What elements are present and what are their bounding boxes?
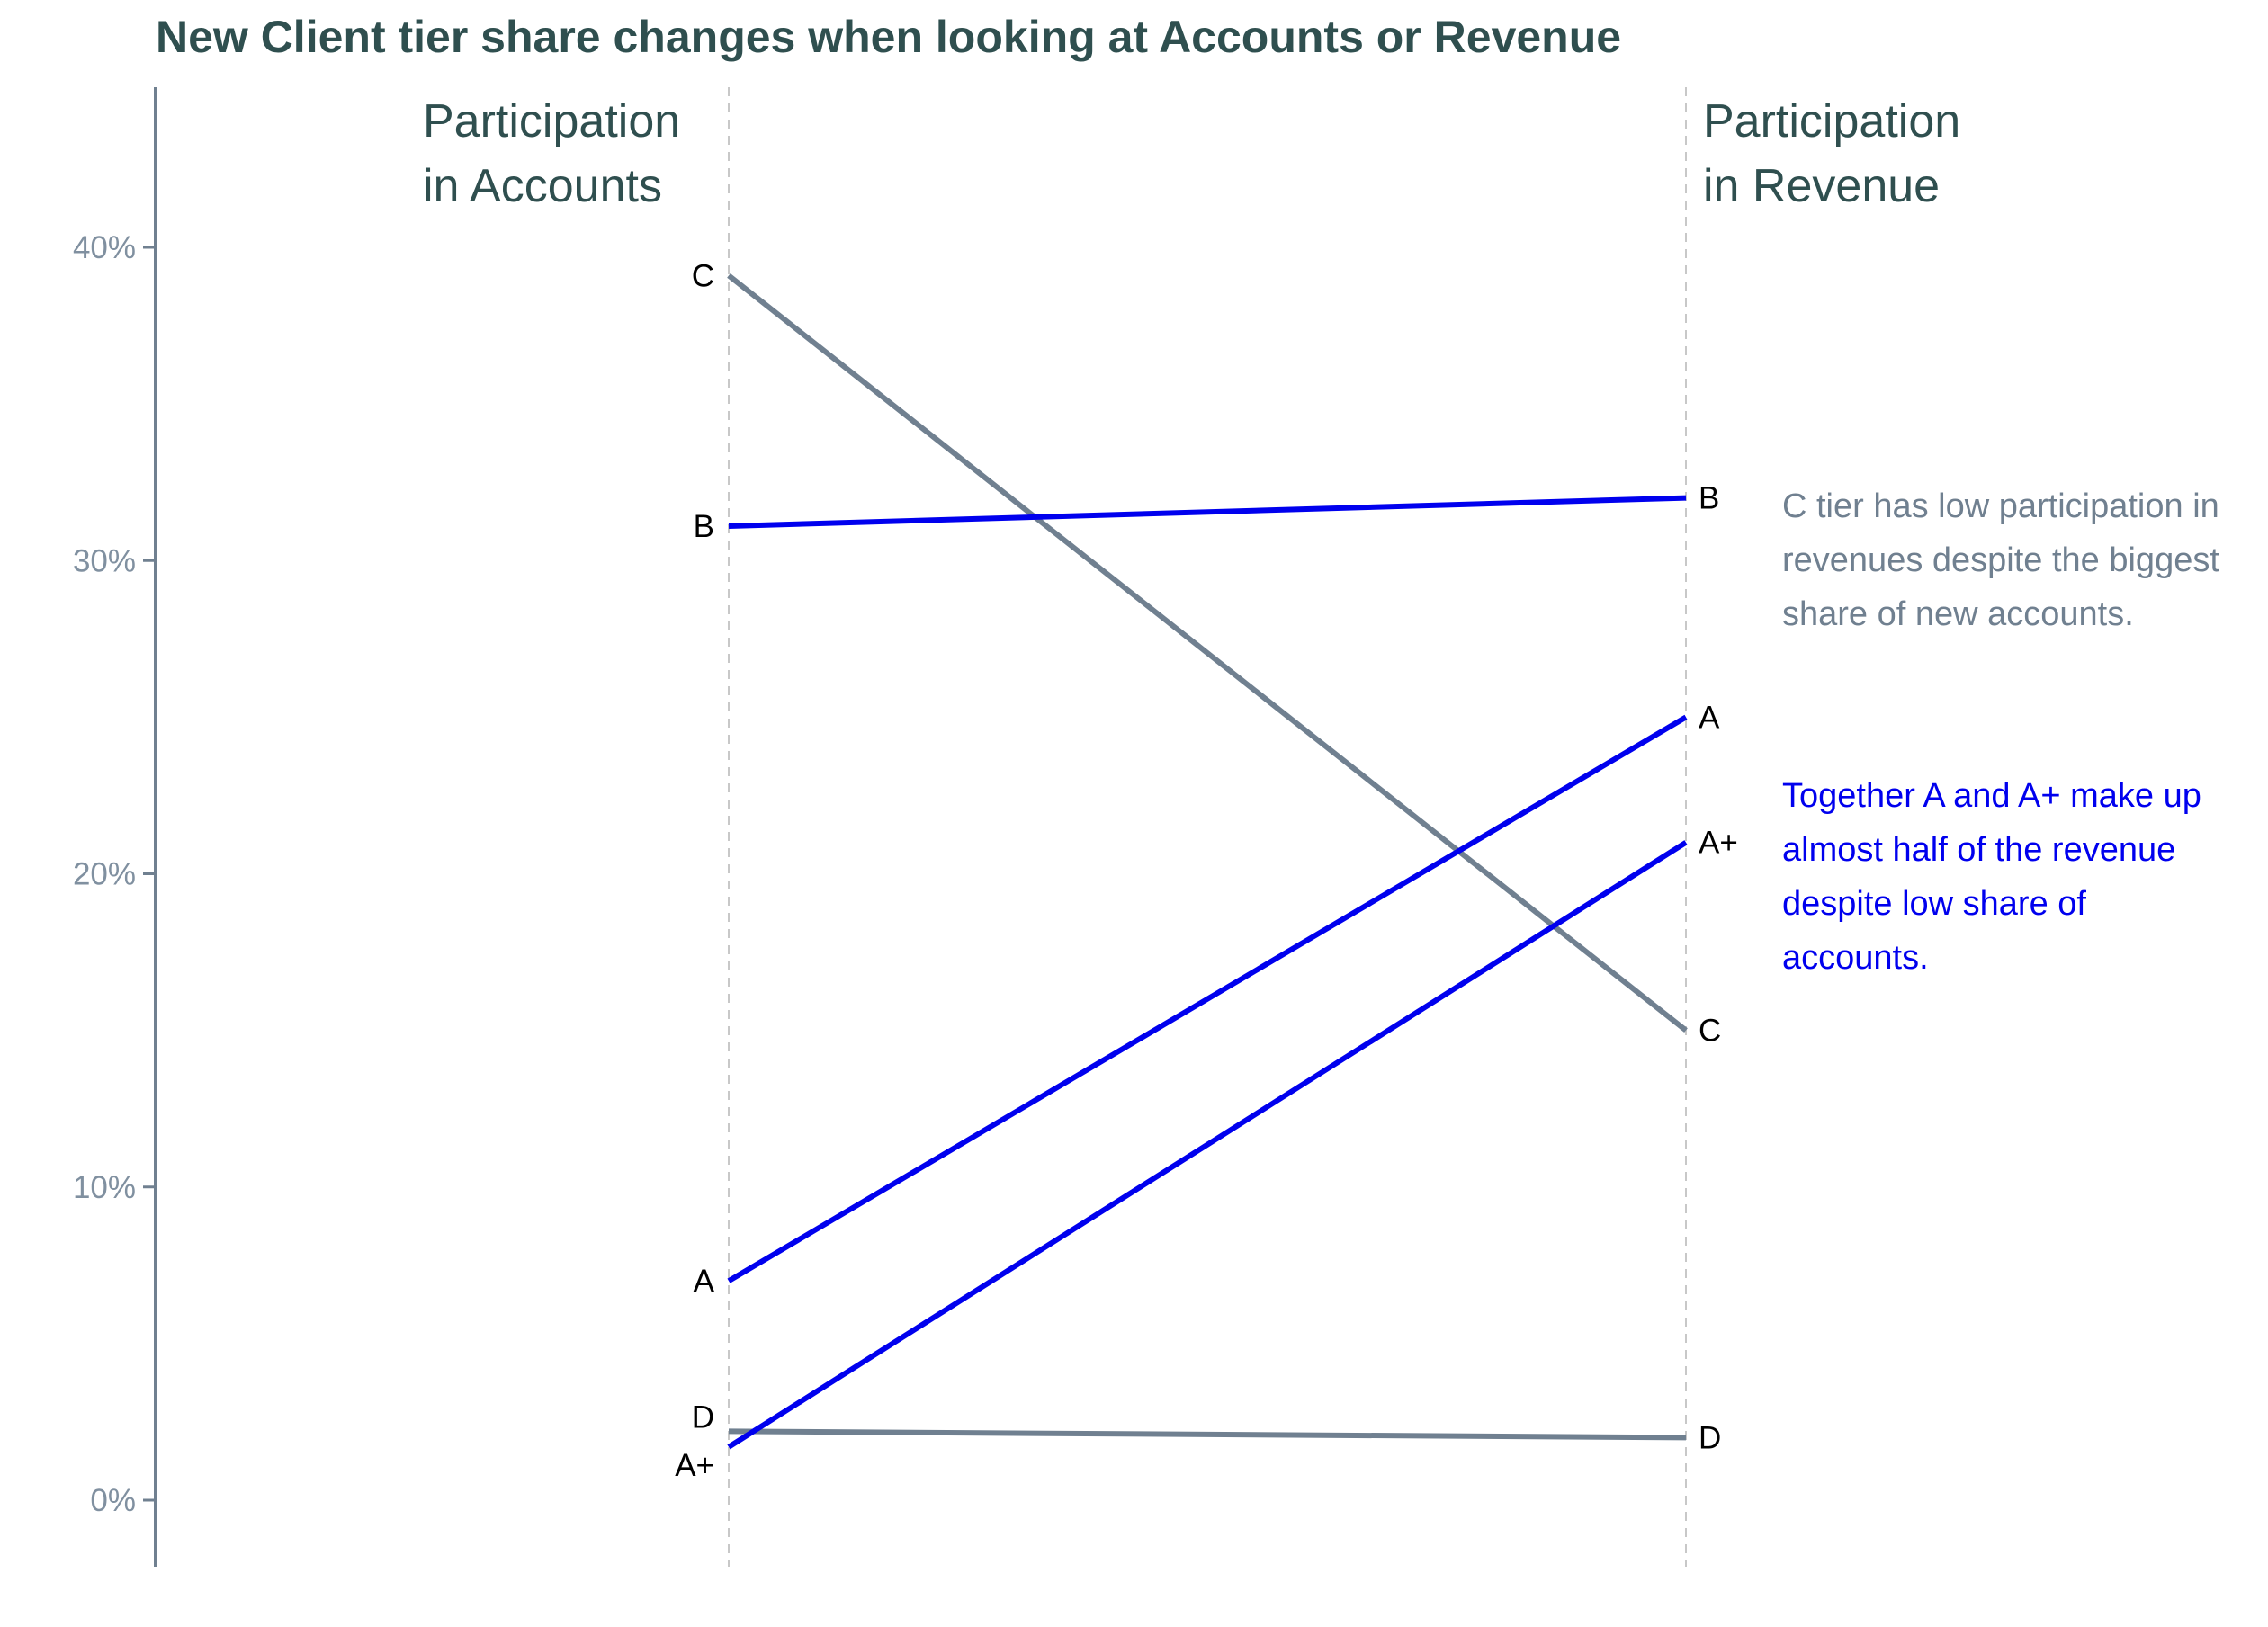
column-header-accounts: Participation bbox=[423, 95, 680, 148]
point-label-right-C: C bbox=[1699, 1014, 1721, 1049]
point-label-left-B: B bbox=[694, 509, 714, 544]
column-guides bbox=[728, 87, 1687, 1567]
annotation-1-line: revenues despite the biggest bbox=[1782, 541, 2219, 579]
point-label-right-B: B bbox=[1699, 481, 1719, 516]
annotation-1-line: C tier has low participation in bbox=[1782, 487, 2219, 525]
column-headers: Participation in Accounts Participation in … bbox=[423, 95, 1960, 212]
point-labels: C C B B A A D D A+ A+ bbox=[675, 258, 1738, 1482]
annotation-2-line: despite low share of bbox=[1782, 885, 2086, 923]
y-tick-label: 40% bbox=[73, 230, 136, 265]
series-line-A bbox=[727, 714, 1688, 1283]
y-tick-label: 0% bbox=[90, 1483, 136, 1518]
annotation-2-line: accounts. bbox=[1782, 939, 1929, 977]
annotation-1-line: share of new accounts. bbox=[1782, 595, 2134, 633]
series-line-C bbox=[727, 273, 1688, 1033]
chart-title: New Client tier share changes when looki… bbox=[156, 12, 1621, 62]
annotation-2-line: almost half of the revenue bbox=[1782, 831, 2175, 869]
annotations: C tier has low participation in revenues … bbox=[1782, 487, 2219, 977]
column-header-accounts: in Accounts bbox=[423, 160, 662, 212]
y-tick-label: 30% bbox=[73, 543, 136, 578]
point-label-left-C: C bbox=[692, 258, 714, 293]
point-label-right-D: D bbox=[1699, 1420, 1721, 1455]
series-lines bbox=[727, 273, 1688, 1450]
y-tick-label: 10% bbox=[73, 1170, 136, 1205]
series-line-B bbox=[728, 495, 1687, 529]
point-label-left-D: D bbox=[692, 1399, 714, 1435]
column-header-revenue: Participation bbox=[1703, 95, 1960, 148]
point-label-left-A: A bbox=[694, 1264, 715, 1299]
y-tick-label: 20% bbox=[73, 857, 136, 892]
point-label-right-A: A bbox=[1699, 700, 1720, 735]
point-label-left-A+: A+ bbox=[675, 1448, 714, 1483]
annotation-2-line: Together A and A+ make up bbox=[1782, 777, 2201, 815]
series-line-D bbox=[728, 1428, 1687, 1441]
point-label-right-A+: A+ bbox=[1699, 826, 1738, 861]
column-header-revenue: in Revenue bbox=[1703, 160, 1940, 212]
series-line-A+ bbox=[727, 840, 1688, 1450]
y-axis: 0% 10% 20% 30% 40% bbox=[73, 87, 157, 1567]
